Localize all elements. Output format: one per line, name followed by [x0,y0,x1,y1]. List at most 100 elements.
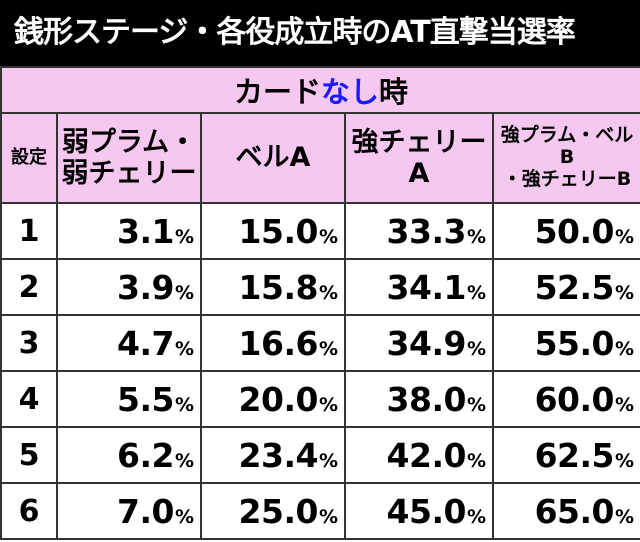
rate-cell: 23.4% [200,426,346,484]
setting-cell: 4 [0,370,58,428]
rate-cell: 16.6% [200,314,346,372]
column-header-setting: 設定 [0,112,58,204]
column-header-bell-a: ベルA [200,112,346,204]
column-header-line: 強プラム・ベルB [500,124,634,169]
setting-cell: 6 [0,482,58,540]
percent-sign: % [318,337,338,360]
column-header-line: 強チェリー [351,126,487,158]
rate-value: 16.6 [238,323,319,363]
rate-value: 50.0 [534,211,615,251]
column-header-line: A [408,158,430,189]
rate-value: 23.4 [238,435,319,475]
column-header-line: ・強チェリーB [502,167,632,190]
percent-sign: % [466,337,486,360]
rate-value: 7.0 [116,491,174,531]
rate-cell: 34.9% [344,314,494,372]
percent-sign: % [174,337,194,360]
percent-sign: % [614,393,635,416]
rate-cell: 52.5% [491,258,640,316]
column-header-line: 弱プラム・ [61,126,197,158]
column-header-strong-cherry-a: 強チェリー A [344,112,494,204]
rate-cell: 34.1% [344,258,494,316]
rate-cell: 25.0% [200,482,346,540]
setting-cell: 5 [0,426,58,484]
rate-cell: 15.0% [200,202,346,260]
column-header-line: ベルA [235,142,311,174]
rate-cell: 3.9% [56,258,202,316]
setting-cell: 1 [0,202,58,260]
rate-value: 34.9 [386,323,467,363]
setting-cell: 2 [0,258,58,316]
rate-cell: 7.0% [56,482,202,540]
percent-sign: % [614,337,635,360]
rate-cell: 42.0% [344,426,494,484]
rate-cell: 15.8% [200,258,346,316]
rate-value: 34.1 [386,267,467,307]
rate-cell: 45.0% [344,482,494,540]
rate-cell: 4.7% [56,314,202,372]
percent-sign: % [174,225,194,248]
percent-sign: % [174,505,194,528]
subheader-prefix: カード [233,75,321,109]
rate-cell: 62.5% [491,426,640,484]
percent-sign: % [318,281,338,304]
rate-value: 3.9 [116,267,174,307]
rate-cell: 50.0% [491,202,640,260]
rate-cell: 38.0% [344,370,494,428]
rate-cell: 55.0% [491,314,640,372]
rate-value: 4.7 [116,323,174,363]
percent-sign: % [466,281,486,304]
rate-value: 15.8 [238,267,319,307]
rate-cell: 33.3% [344,202,494,260]
rate-value: 5.5 [116,379,174,419]
page-title: 銭形ステージ・各役成立時のAT直撃当選率 [0,0,640,66]
table-row: 5 6.2% 23.4% 42.0% 62.5% [0,426,640,484]
rate-cell: 60.0% [491,370,640,428]
rate-cell: 5.5% [56,370,202,428]
table-row: 1 3.1% 15.0% 33.3% 50.0% [0,202,640,260]
rate-cell: 20.0% [200,370,346,428]
table-row: 4 5.5% 20.0% 38.0% 60.0% [0,370,640,428]
setting-cell: 3 [0,314,58,372]
subheader-accent: なし [321,75,380,109]
rate-value: 6.2 [116,435,174,475]
percent-sign: % [466,393,486,416]
rate-value: 33.3 [386,211,467,251]
rate-value: 65.0 [534,491,615,531]
table-body: 1 3.1% 15.0% 33.3% 50.0% 2 3.9% 15.8% 34.1% 52.5%… [0,202,640,540]
percent-sign: % [318,393,338,416]
rate-cell: 3.1% [56,202,202,260]
percent-sign: % [318,449,338,472]
rate-value: 3.1 [116,211,174,251]
percent-sign: % [174,393,194,416]
percent-sign: % [614,225,635,248]
table-row: 3 4.7% 16.6% 34.9% 55.0% [0,314,640,372]
percent-sign: % [466,505,486,528]
rate-value: 60.0 [534,379,615,419]
column-header-weak-plum-cherry: 弱プラム・ 弱チェリー [56,112,202,204]
rate-cell: 6.2% [56,426,202,484]
table-row: 2 3.9% 15.8% 34.1% 52.5% [0,258,640,316]
percent-sign: % [174,449,194,472]
percent-sign: % [614,281,635,304]
column-header-line: 弱チェリー [61,158,197,189]
subheader-suffix: 時 [379,75,409,109]
percent-sign: % [614,505,635,528]
rate-value: 15.0 [238,211,319,251]
rate-value: 25.0 [238,491,319,531]
percent-sign: % [466,225,486,248]
percent-sign: % [466,449,486,472]
percent-sign: % [318,505,338,528]
percent-sign: % [174,281,194,304]
column-header-strong-plum-bell-cherry-b: 強プラム・ベルB ・強チェリーB [491,112,640,204]
rate-cell: 65.0% [491,482,640,540]
rate-value: 55.0 [534,323,615,363]
rate-value: 62.5 [534,435,615,475]
rate-value: 45.0 [386,491,467,531]
table-row: 6 7.0% 25.0% 45.0% 65.0% [0,482,640,540]
rate-value: 42.0 [386,435,467,475]
table-subheader: カードなし時 [0,66,640,114]
column-header-setting-label: 設定 [11,146,47,168]
percent-sign: % [318,225,338,248]
rate-value: 20.0 [238,379,319,419]
